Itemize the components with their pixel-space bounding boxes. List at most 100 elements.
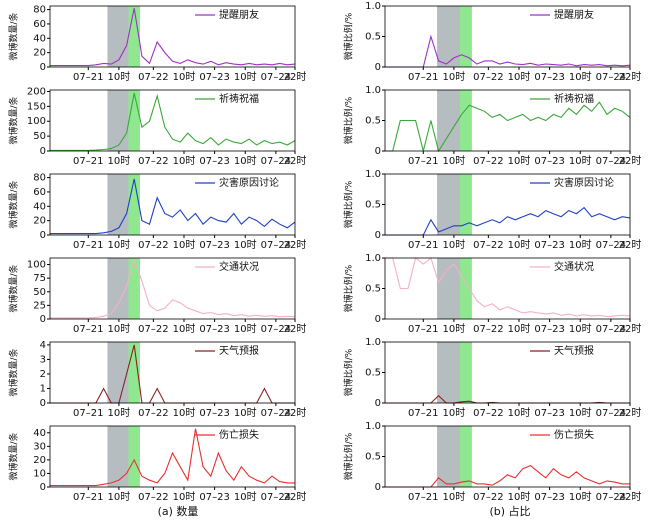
x-tick-label: 10时 [443, 71, 466, 83]
shaded-span [107, 426, 129, 487]
legend-label: 交通状况 [219, 260, 259, 273]
y-tick-label: 0 [40, 62, 46, 73]
x-tick-label: 07–24 [261, 240, 291, 251]
plot-frame [384, 173, 631, 236]
x-tick-label: 10时 [173, 71, 196, 83]
shaded-span [107, 174, 129, 235]
y-tick-label: 200 [27, 86, 46, 97]
x-tick-label: 07–24 [596, 408, 626, 419]
legend-label: 伤亡损失 [554, 428, 594, 441]
y-tick-label: 1.0 [365, 253, 381, 264]
shaded-span [437, 90, 461, 151]
legend-label: 提醒朋友 [219, 8, 259, 21]
data-line [50, 257, 296, 319]
y-axis-label: 微博比例/% [343, 96, 355, 144]
plot-frame [49, 89, 296, 152]
legend-label: 交通状况 [554, 260, 594, 273]
x-tick-label: 10时 [108, 155, 131, 167]
x-tick-label: 10时 [173, 407, 196, 419]
y-tick-label: 20 [33, 455, 46, 466]
x-tick-label: 07–23 [199, 492, 229, 503]
x-tick-label: 07–24 [596, 72, 626, 83]
x-tick-label: 07–24 [261, 492, 291, 503]
y-tick-label: 25 [33, 300, 46, 311]
data-line [385, 464, 630, 488]
x-tick-label: 10时 [508, 407, 531, 419]
y-tick-label: 20 [33, 48, 46, 59]
x-tick-label: 07–24 [261, 72, 291, 83]
plot-frame [384, 341, 631, 404]
plot-frame [49, 341, 296, 404]
legend-label: 灾害原因讨论 [554, 176, 614, 189]
x-tick-label: 07–21 [408, 492, 438, 503]
x-tick-label: 10时 [173, 491, 196, 503]
data-line [50, 8, 296, 67]
x-tick-label: 10时 [173, 155, 196, 167]
plot-frame [49, 425, 296, 488]
x-tick-label: 07–23 [534, 156, 564, 167]
y-axis-label: 微博数量/条 [8, 12, 20, 60]
x-tick-label: 07–21 [73, 240, 103, 251]
y-tick-label: 100 [27, 116, 46, 127]
y-tick-label: 80 [33, 5, 46, 16]
y-tick-label: 0.5 [365, 452, 381, 463]
x-tick-label: 22时 [284, 407, 307, 419]
y-tick-label: 0 [40, 482, 46, 493]
plot-frame [384, 89, 631, 152]
x-tick-label: 10时 [234, 239, 257, 251]
x-tick-label: 07–21 [408, 72, 438, 83]
x-tick-label: 07–22 [138, 72, 168, 83]
x-tick-label: 07–22 [138, 156, 168, 167]
x-tick-label: 07–22 [473, 240, 503, 251]
legend-label: 灾害原因讨论 [219, 176, 279, 189]
shaded-span [128, 426, 140, 487]
x-tick-label: 07–24 [596, 240, 626, 251]
y-tick-label: 2 [40, 369, 46, 380]
y-tick-label: 3 [40, 354, 46, 365]
x-tick-label: 10时 [108, 239, 131, 251]
shaded-span [128, 90, 140, 151]
y-tick-label: 1.0 [365, 1, 381, 12]
shaded-span [460, 426, 472, 487]
caption: (a) 数量 [158, 505, 199, 518]
y-tick-label: 1.0 [365, 169, 381, 180]
legend-label: 天气预报 [219, 344, 259, 357]
legend-label: 祈祷祝福 [554, 92, 594, 105]
shaded-span [128, 258, 140, 319]
x-tick-label: 07–24 [596, 324, 626, 335]
x-tick-label: 07–22 [473, 156, 503, 167]
data-line [50, 92, 296, 151]
y-tick-label: 20 [33, 216, 46, 227]
y-tick-label: 150 [27, 101, 46, 112]
y-tick-label: 0 [375, 398, 381, 409]
x-tick-label: 10时 [569, 155, 592, 167]
x-tick-label: 10时 [234, 71, 257, 83]
y-tick-label: 0 [375, 62, 381, 73]
plot-frame [49, 5, 296, 68]
x-tick-label: 22时 [619, 71, 642, 83]
y-tick-label: 75 [33, 273, 46, 284]
x-tick-label: 10时 [108, 407, 131, 419]
x-tick-label: 07–22 [138, 240, 168, 251]
x-tick-label: 07–24 [261, 156, 291, 167]
shaded-span [460, 90, 472, 151]
y-tick-label: 0 [375, 230, 381, 241]
shaded-span [460, 342, 472, 403]
y-axis-label: 微博比例/% [343, 432, 355, 480]
y-axis-label: 微博比例/% [343, 264, 355, 312]
x-tick-label: 07–23 [199, 408, 229, 419]
x-tick-label: 10时 [508, 155, 531, 167]
x-tick-label: 10时 [443, 155, 466, 167]
shaded-span [460, 258, 472, 319]
x-tick-label: 07–23 [199, 72, 229, 83]
x-tick-label: 07–22 [473, 324, 503, 335]
x-tick-label: 07–21 [73, 492, 103, 503]
x-tick-label: 10时 [108, 491, 131, 503]
y-tick-label: 40 [33, 201, 46, 212]
y-tick-label: 50 [33, 131, 46, 142]
data-line [385, 101, 631, 153]
x-tick-label: 22时 [619, 323, 642, 335]
shaded-span [107, 90, 129, 151]
y-tick-label: 0 [40, 146, 46, 157]
plot-frame [384, 5, 631, 68]
